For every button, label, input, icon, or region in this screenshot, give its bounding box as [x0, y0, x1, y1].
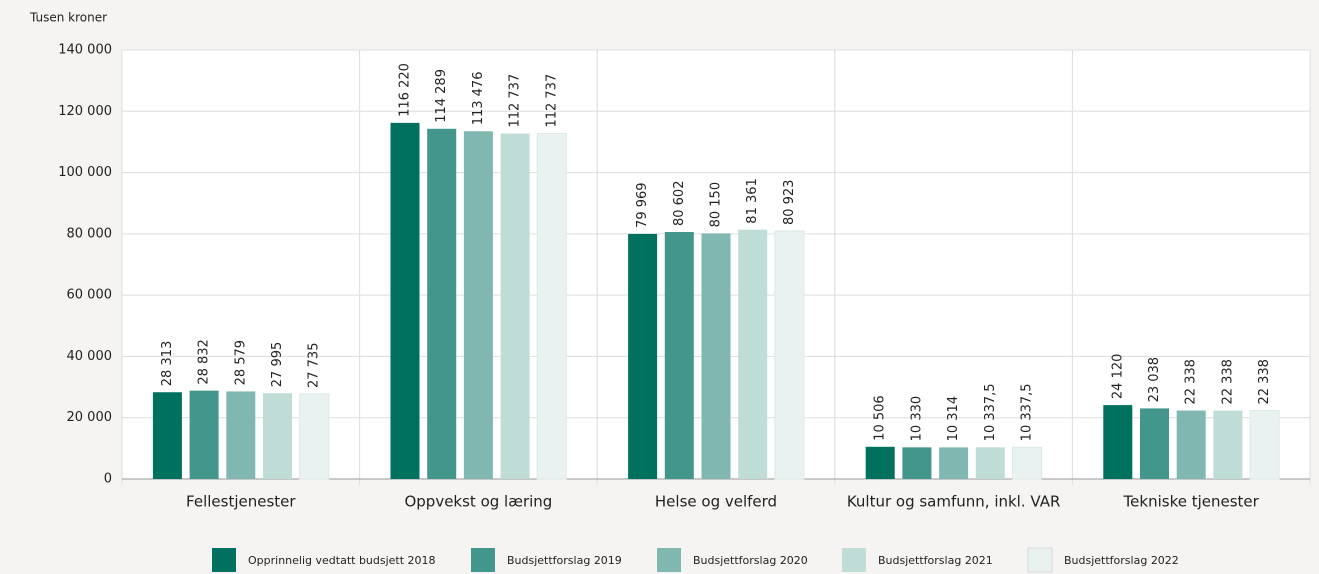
- data-label: 80 923: [782, 180, 797, 226]
- legend-label: Budsjettforslag 2022: [1064, 554, 1179, 567]
- bar: [226, 391, 256, 479]
- bar: [774, 230, 805, 480]
- bar: [427, 128, 457, 480]
- bar: [463, 131, 493, 480]
- y-tick-label: 120 000: [58, 104, 112, 119]
- data-label: 10 330: [909, 396, 924, 442]
- data-label: 28 313: [160, 341, 175, 387]
- bar: [299, 393, 330, 480]
- data-label: 112 737: [508, 74, 523, 128]
- bar: [902, 447, 932, 479]
- x-tick-label: Tekniske tjenester: [1123, 493, 1260, 511]
- bar: [1012, 446, 1042, 480]
- data-label: 28 832: [197, 339, 212, 385]
- bar: [536, 133, 567, 480]
- data-label: 27 995: [270, 342, 285, 388]
- data-label: 10 337,5: [1020, 383, 1035, 441]
- data-label: 116 220: [398, 63, 413, 117]
- data-label: 81 361: [745, 178, 760, 224]
- data-label: 24 120: [1110, 354, 1125, 400]
- data-label: 23 038: [1147, 357, 1162, 403]
- data-label: 27 735: [307, 343, 322, 389]
- y-axis-label: Tusen kroner: [29, 11, 107, 25]
- y-tick-label: 40 000: [67, 349, 113, 364]
- y-tick-label: 140 000: [58, 43, 112, 58]
- bar: [1213, 410, 1243, 479]
- legend-swatch: [1027, 547, 1053, 573]
- bar: [189, 390, 219, 479]
- legend-label: Opprinnelig vedtatt budsjett 2018: [248, 554, 436, 567]
- data-label: 10 337,5: [983, 383, 998, 441]
- bar: [1103, 405, 1133, 479]
- data-label: 80 602: [672, 181, 687, 227]
- data-label: 22 338: [1184, 359, 1199, 405]
- bar: [939, 447, 969, 479]
- bar: [1249, 410, 1280, 480]
- data-label: 80 150: [709, 182, 724, 228]
- legend-swatch: [842, 548, 866, 572]
- bar: [500, 133, 530, 479]
- legend-label: Budsjettforslag 2020: [693, 554, 808, 567]
- data-label: 22 338: [1257, 359, 1272, 405]
- bar: [738, 229, 768, 479]
- bar: [263, 393, 292, 479]
- legend-swatch: [471, 548, 495, 572]
- x-tick-label: Fellestjenester: [186, 493, 296, 511]
- data-label: 114 289: [434, 69, 449, 123]
- data-label: 112 737: [544, 74, 559, 128]
- legend-label: Budsjettforslag 2021: [878, 554, 993, 567]
- x-tick-label: Helse og velferd: [655, 493, 777, 511]
- y-tick-label: 100 000: [58, 165, 112, 180]
- legend-swatch: [657, 548, 681, 572]
- bar: [975, 447, 1005, 479]
- data-label: 28 579: [233, 340, 248, 386]
- y-tick-label: 80 000: [67, 226, 113, 241]
- data-label: 113 476: [471, 72, 486, 126]
- y-tick-label: 60 000: [67, 288, 113, 303]
- bar: [390, 122, 420, 479]
- bar: [628, 233, 658, 479]
- x-tick-label: Kultur og samfunn, inkl. VAR: [847, 493, 1061, 511]
- data-label: 10 506: [873, 395, 888, 441]
- data-label: 79 969: [635, 182, 650, 228]
- legend-swatch: [212, 548, 236, 572]
- x-tick-label: Oppvekst og læring: [404, 493, 552, 511]
- y-tick-label: 20 000: [67, 410, 113, 425]
- data-label: 10 314: [946, 396, 961, 442]
- bar: [1176, 410, 1206, 479]
- bar: [152, 392, 182, 479]
- y-tick-label: 0: [104, 472, 112, 487]
- legend-label: Budsjettforslag 2019: [507, 554, 622, 567]
- data-label: 22 338: [1220, 359, 1235, 405]
- bar: [701, 233, 731, 479]
- bar: [865, 446, 895, 479]
- bar: [664, 232, 694, 479]
- bar: [1140, 408, 1169, 479]
